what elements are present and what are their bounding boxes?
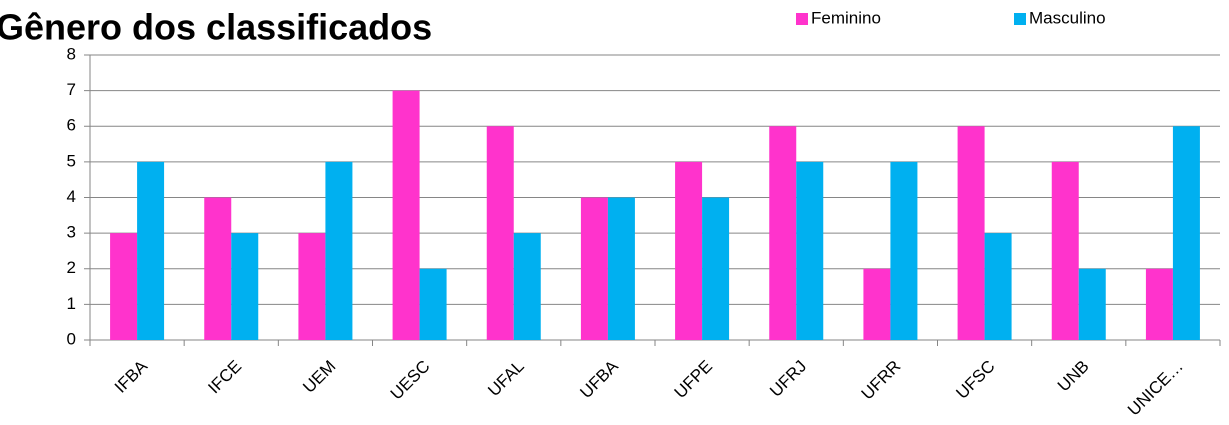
bar [863, 268, 891, 340]
bar [1145, 268, 1173, 340]
x-tick-label: IFCE [204, 357, 245, 398]
y-tick-label: 0 [67, 329, 76, 348]
bar [984, 233, 1012, 340]
bar [110, 233, 138, 340]
bar [702, 197, 730, 340]
bar [419, 268, 447, 340]
y-tick-label: 7 [67, 80, 76, 99]
x-tick-label: IFBA [111, 356, 152, 397]
legend-label: Feminino [811, 8, 881, 27]
x-tick-label: UFSC [952, 357, 998, 403]
bar [204, 197, 232, 340]
bar [1078, 268, 1106, 340]
bar [325, 161, 353, 340]
bar [1172, 126, 1200, 340]
legend-label: Masculino [1029, 8, 1106, 27]
x-tick-label: UNICE… [1124, 357, 1187, 420]
bar [513, 233, 541, 340]
y-tick-label: 5 [67, 151, 76, 170]
y-tick-label: 8 [67, 44, 76, 63]
bar [392, 90, 420, 340]
chart-title: Gênero dos classificados [0, 7, 432, 48]
y-tick-label: 6 [67, 116, 76, 135]
y-tick-label: 4 [67, 187, 76, 206]
x-tick-label: UNB [1054, 357, 1093, 396]
bar [675, 161, 703, 340]
y-tick-label: 1 [67, 294, 76, 313]
bar [1051, 161, 1079, 340]
bar [890, 161, 918, 340]
bar [580, 197, 608, 340]
x-tick-label: UEM [299, 357, 339, 397]
x-tick-label: UFAL [484, 357, 528, 401]
legend-swatch [1014, 13, 1026, 25]
x-tick-label: UFRJ [766, 357, 810, 401]
bar [486, 126, 514, 340]
bar [957, 126, 985, 340]
x-tick-label: UESC [387, 357, 434, 404]
x-tick-label: UFPE [671, 357, 716, 402]
bar [137, 161, 165, 340]
x-tick-label: UFBA [576, 356, 622, 402]
bar [231, 233, 259, 340]
y-tick-label: 3 [67, 223, 76, 242]
bar [796, 161, 824, 340]
bar [607, 197, 635, 340]
bar [769, 126, 797, 340]
y-tick-label: 2 [67, 258, 76, 277]
x-tick-label: UFRR [858, 357, 905, 404]
bar [298, 233, 326, 340]
legend-swatch [796, 13, 808, 25]
